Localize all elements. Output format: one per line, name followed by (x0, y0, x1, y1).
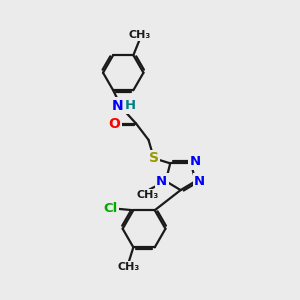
Text: N: N (194, 175, 205, 188)
Text: CH₃: CH₃ (118, 262, 140, 272)
Text: Cl: Cl (103, 202, 118, 215)
Text: CH₃: CH₃ (128, 30, 150, 40)
Text: S: S (149, 151, 159, 165)
Text: N: N (156, 175, 167, 188)
Text: CH₃: CH₃ (137, 190, 159, 200)
Text: N: N (112, 99, 123, 113)
Text: H: H (124, 99, 136, 112)
Text: N: N (190, 155, 201, 168)
Text: O: O (109, 116, 121, 130)
